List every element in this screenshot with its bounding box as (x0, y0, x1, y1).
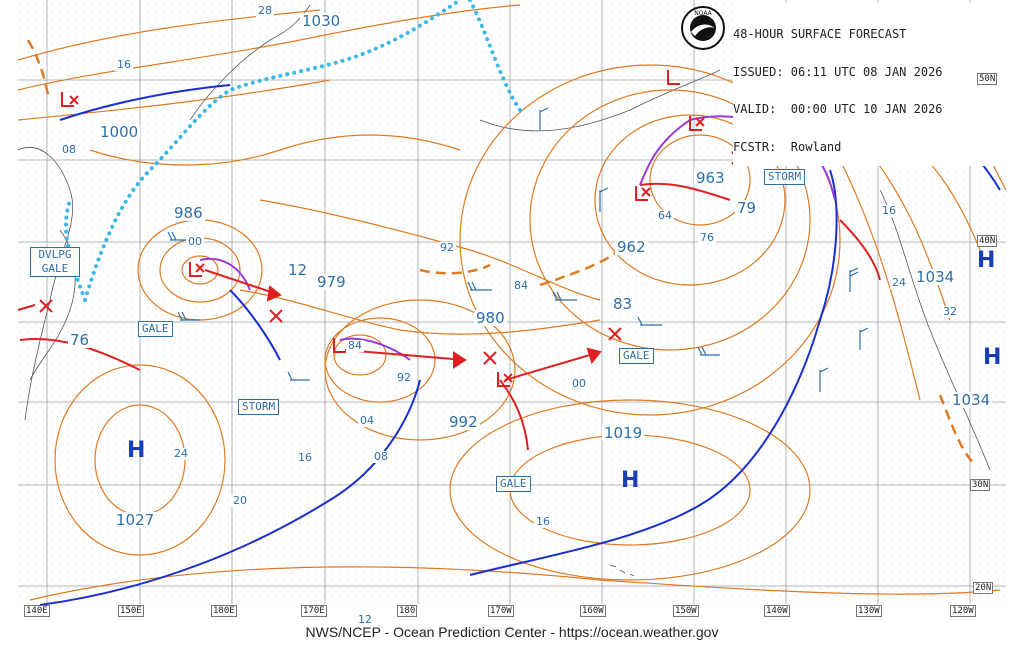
lon-label: 150W (673, 605, 699, 617)
lat-label: 20N (973, 582, 994, 594)
high-pressure-symbol: H (621, 468, 640, 493)
contour-label: 08 (60, 143, 78, 156)
isobar-low-center-ring (649, 134, 751, 226)
high-pressure-symbol: H (983, 345, 1002, 370)
isobar (239, 289, 601, 335)
forecast-header: 48-HOUR SURFACE FORECAST ISSUED: 06:11 U… (733, 3, 1023, 166)
pressure-label: 1027 (114, 511, 157, 529)
contour-label: 08 (372, 450, 390, 463)
high-pressure-symbol: H (977, 248, 996, 273)
header-valid: VALID: 00:00 UTC 10 JAN 2026 (733, 102, 943, 116)
kamchatka-coast (189, 4, 311, 121)
lon-label: 150E (118, 605, 144, 617)
lon-label: 130W (856, 605, 882, 617)
contour-label: 00 (570, 377, 588, 390)
low-centers (61, 70, 705, 387)
noaa-logo: NOAA (681, 6, 725, 50)
contour-label: 84 (512, 279, 530, 292)
pressure-label: 979 (315, 273, 348, 291)
isobar-low-center-ring (333, 334, 387, 376)
pressure-label: 79 (735, 199, 759, 217)
isobar (259, 199, 601, 301)
pressure-label: 1000 (98, 123, 141, 141)
pressure-label: 1030 (300, 12, 343, 30)
contour-label: 92 (395, 371, 413, 384)
warning-storm: STORM (764, 169, 806, 185)
warning-text: DVLPG GALE (38, 248, 72, 275)
contour-label: 16 (880, 204, 898, 217)
warning-storm: STORM (238, 399, 280, 415)
contour-label: 16 (296, 451, 314, 464)
warning-gale: GALE (619, 348, 654, 364)
contour-label: 24 (172, 447, 190, 460)
lon-label: 180 (397, 605, 418, 617)
contour-label: 04 (358, 414, 376, 427)
isobar (17, 9, 321, 61)
pressure-label: 1034 (950, 391, 993, 409)
lat-label: 50N (977, 73, 998, 85)
high-pressure-symbol: H (127, 438, 146, 463)
isobar-high-ring (449, 399, 811, 581)
troughs (26, 39, 976, 466)
pressure-label: 962 (615, 238, 648, 256)
contour-label: 92 (438, 241, 456, 254)
contour-label: 64 (656, 209, 674, 222)
lon-label: 140E (24, 605, 50, 617)
isobar-low-center-ring (324, 299, 516, 441)
footer-credit: NWS/NCEP - Ocean Prediction Center - htt… (305, 624, 719, 640)
isobar-low-center-ring (594, 114, 786, 286)
pressure-label: 980 (474, 309, 507, 327)
isobar-low-center-ring (181, 255, 219, 285)
header-forecaster: FCSTR: Rowland (733, 139, 842, 154)
pressure-label: 963 (694, 169, 727, 187)
ice-edge (63, 0, 522, 302)
lat-label: 30N (970, 479, 991, 491)
storm-track-arrows (17, 269, 602, 381)
warning-gale: GALE (138, 321, 173, 337)
na-coast (879, 189, 991, 471)
isobars (17, 4, 1007, 601)
contour-label: 32 (941, 305, 959, 318)
lon-label: 180E (211, 605, 237, 617)
warning-gale: GALE (496, 476, 531, 492)
contour-label: 16 (534, 515, 552, 528)
hawaii-islands (609, 564, 635, 577)
noaa-logo-text: NOAA (694, 10, 712, 17)
alaska-coast (479, 69, 721, 132)
isobar (17, 4, 521, 91)
isobar (29, 566, 1001, 601)
pressure-label: 986 (172, 204, 205, 222)
isobar (17, 79, 331, 121)
contour-label: 20 (231, 494, 249, 507)
lon-label: 160W (580, 605, 606, 617)
cold-fronts (39, 84, 1001, 606)
pressure-label: 1034 (914, 268, 957, 286)
contour-label: 84 (346, 339, 364, 352)
isobar (89, 134, 461, 166)
pressure-label: 83 (611, 295, 635, 313)
lon-label: 120W (950, 605, 976, 617)
contour-label: 00 (186, 235, 204, 248)
lon-label: 170W (488, 605, 514, 617)
pressure-label: 12 (286, 261, 310, 279)
lon-label: 170E (301, 605, 327, 617)
header-title: 48-HOUR SURFACE FORECAST (733, 27, 907, 41)
isobar-high-ring (54, 364, 226, 556)
contour-label: 24 (890, 276, 908, 289)
contour-label: 76 (698, 231, 716, 244)
contour-label: 28 (256, 4, 274, 17)
contour-label: 16 (115, 58, 133, 71)
pressure-label: 992 (447, 413, 480, 431)
isobar-low-center-ring (324, 317, 436, 403)
pressure-label: 1019 (602, 424, 645, 442)
isobar (839, 159, 921, 401)
isobar-low-center-ring (459, 64, 841, 416)
lat-label: 40N (977, 235, 998, 247)
warning-dvlpg-gale: DVLPG GALE (30, 247, 80, 277)
pressure-label: 76 (68, 331, 92, 349)
contour-label: 12 (356, 613, 374, 626)
header-issued: ISSUED: 06:11 UTC 08 JAN 2026 (733, 64, 943, 79)
lon-label: 140W (764, 605, 790, 617)
isobar-low-center-ring (529, 89, 811, 351)
